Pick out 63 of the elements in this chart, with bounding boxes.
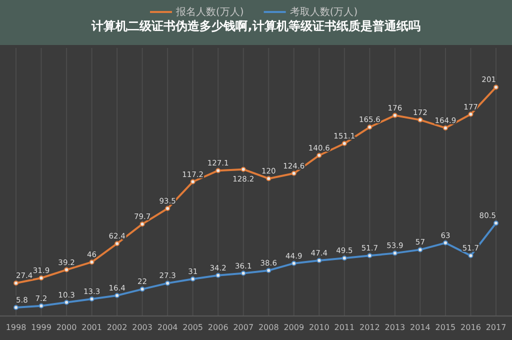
point <box>38 276 44 281</box>
x-tick-label: 1999 <box>31 323 52 332</box>
point <box>316 258 322 264</box>
point <box>114 241 120 246</box>
x-tick-label: 1998 <box>6 323 26 332</box>
point <box>140 286 145 292</box>
x-tick-label: 2017 <box>486 323 506 332</box>
legend-label: 报名人数(万人) <box>175 6 244 18</box>
x-tick-label: 2001 <box>82 323 102 332</box>
point <box>494 220 498 226</box>
x-tick-label: 2007 <box>233 323 254 332</box>
chart-title: 计算机二级证书伪造多少钱啊,计算机等级证书纸质是普通纸吗 <box>90 19 420 33</box>
point <box>165 206 170 212</box>
point <box>367 253 372 258</box>
point <box>367 124 372 130</box>
point <box>468 112 474 117</box>
point <box>89 260 94 265</box>
point <box>14 304 18 310</box>
x-tick-label: 2006 <box>208 323 228 332</box>
point <box>468 253 474 258</box>
point <box>190 276 196 282</box>
point <box>442 240 448 246</box>
point <box>342 141 347 146</box>
point <box>240 166 246 172</box>
point <box>291 260 296 266</box>
point <box>266 176 272 182</box>
point <box>89 296 94 302</box>
x-tick-label: 2009 <box>284 323 304 332</box>
x-tick-label: 2010 <box>308 323 330 332</box>
x-tick-label: 2000 <box>56 323 77 332</box>
point <box>494 84 498 90</box>
point <box>392 250 398 256</box>
point <box>165 280 170 286</box>
x-tick-label: 2012 <box>360 323 380 332</box>
point <box>342 256 347 261</box>
x-tick-label: 2011 <box>334 323 355 332</box>
x-tick-label: 2005 <box>182 323 204 332</box>
x-tick-label: 2013 <box>384 323 406 332</box>
point <box>38 303 44 308</box>
point <box>418 117 423 122</box>
point <box>64 267 70 272</box>
point <box>266 268 272 273</box>
x-tick-label: 2002 <box>106 323 128 332</box>
x-tick-label: 2003 <box>132 323 152 332</box>
x-tick-label: 2004 <box>157 323 178 332</box>
x-tick-label: 2016 <box>460 323 481 332</box>
point <box>240 270 246 276</box>
legend-label: 考取人数(万人) <box>290 6 358 18</box>
point <box>291 170 296 176</box>
x-tick-label: 2008 <box>258 323 279 332</box>
point <box>140 222 145 227</box>
point <box>216 168 221 174</box>
point <box>14 280 18 286</box>
point <box>442 125 448 130</box>
point <box>418 247 423 252</box>
point <box>114 292 120 298</box>
point <box>64 300 70 305</box>
x-tick-label: 2015 <box>435 323 456 332</box>
point <box>216 272 221 278</box>
point <box>190 179 196 184</box>
point <box>316 152 322 158</box>
point <box>392 112 398 118</box>
x-tick-label: 2014 <box>410 323 430 332</box>
